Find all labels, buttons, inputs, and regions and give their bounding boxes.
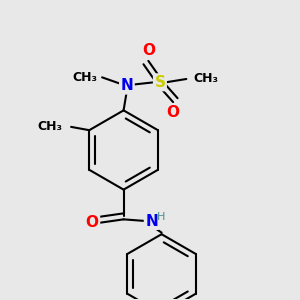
Text: CH₃: CH₃ [72,71,97,84]
Text: O: O [86,215,99,230]
Text: O: O [167,104,180,119]
Text: CH₃: CH₃ [38,120,63,134]
Text: O: O [142,44,155,59]
Text: N: N [121,78,133,93]
Text: H: H [157,212,165,222]
Text: S: S [154,75,165,90]
Text: N: N [145,214,158,229]
Text: CH₃: CH₃ [193,73,218,85]
